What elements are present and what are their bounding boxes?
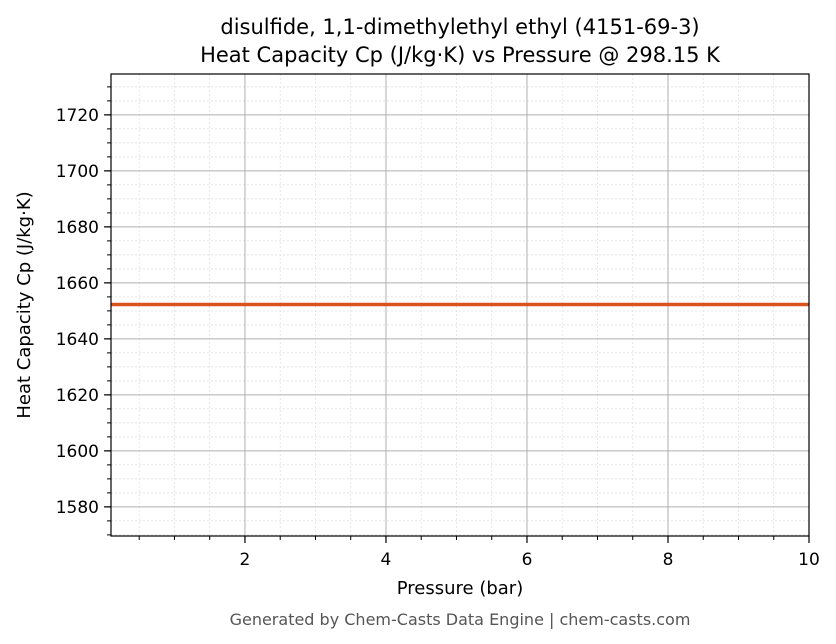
y-tick-label: 1620: [56, 386, 99, 406]
y-axis-label: Heat Capacity Cp (J/kg·K): [14, 191, 35, 418]
y-tick-label: 1660: [56, 274, 99, 294]
y-tick-label: 1680: [56, 218, 99, 238]
plot-frame: [110, 73, 810, 537]
y-tick-label: 1580: [56, 498, 99, 518]
ticks: 2 4 6 8 10 1580 1600 1620 1640 1660 1680 1700 1720: [56, 86, 820, 570]
x-tick-label: 2: [240, 550, 251, 570]
footer-credit: Generated by Chem-Casts Data Engine | ch…: [230, 610, 691, 629]
y-tick-label: 1700: [56, 162, 99, 182]
x-tick-label: 6: [522, 550, 533, 570]
x-axis-label: Pressure (bar): [397, 578, 523, 599]
x-tick-label: 10: [798, 550, 820, 570]
y-tick-label: 1720: [56, 106, 99, 126]
x-tick-label: 4: [381, 550, 392, 570]
chart-title: disulfide, 1,1-dimethylethyl ethyl (4151…: [220, 15, 699, 39]
chart-subtitle: Heat Capacity Cp (J/kg·K) vs Pressure @ …: [200, 43, 721, 67]
y-tick-label: 1600: [56, 442, 99, 462]
y-tick-label: 1640: [56, 330, 99, 350]
x-tick-label: 8: [663, 550, 674, 570]
